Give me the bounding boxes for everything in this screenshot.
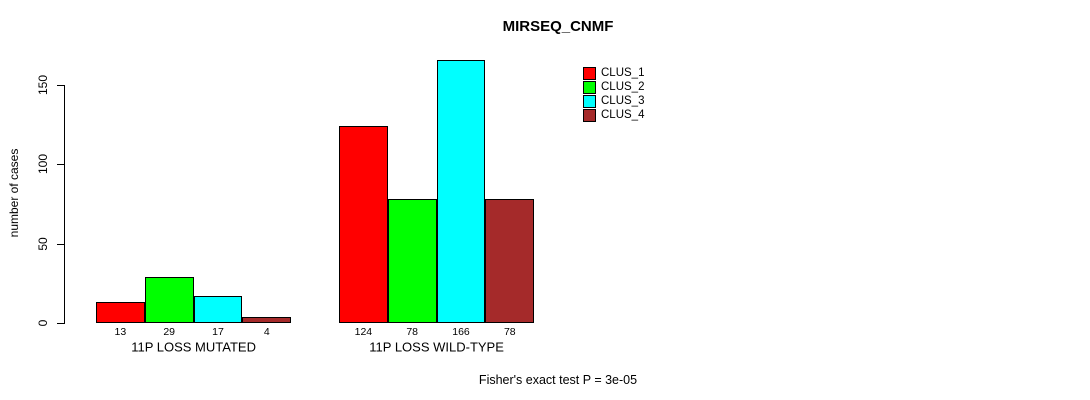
- legend-label: CLUS_3: [601, 95, 645, 107]
- fisher-test-annotation: Fisher's exact test P = 3e-05: [478, 373, 638, 387]
- y-axis-tick: [57, 164, 64, 166]
- legend: CLUS_1 CLUS_2 CLUS_3 CLUS_4: [583, 66, 644, 122]
- bar-clus_1-2: [339, 126, 388, 323]
- bar-clus_1-1: [96, 302, 145, 323]
- y-tick-label: 100: [36, 154, 50, 175]
- bar-value-label: 13: [114, 325, 127, 338]
- bar-value-label: 78: [503, 325, 516, 338]
- bar-value-label: 78: [406, 325, 419, 338]
- y-axis-tick: [57, 85, 64, 87]
- bar-clus_4-1: [242, 316, 292, 323]
- legend-label: CLUS_4: [601, 109, 645, 121]
- legend-label: CLUS_2: [601, 81, 645, 93]
- bar-value-label: 166: [452, 325, 470, 338]
- category-label: 11P LOSS MUTATED: [131, 339, 256, 355]
- bar-clus_2-1: [144, 277, 194, 323]
- legend-item: CLUS_2: [583, 80, 644, 94]
- bar-clus_3-1: [193, 296, 243, 323]
- legend-swatch-icon: [583, 80, 596, 94]
- bar-clus_2-2: [387, 199, 437, 323]
- legend-swatch-icon: [583, 108, 596, 122]
- bar-value-label: 29: [163, 325, 176, 338]
- bar-value-label: 4: [263, 325, 270, 338]
- legend-label: CLUS_1: [601, 67, 645, 79]
- y-tick-label: 50: [36, 237, 50, 251]
- bar-clus_4-2: [485, 199, 535, 323]
- legend-swatch-icon: [583, 66, 596, 80]
- legend-item: CLUS_3: [583, 94, 644, 108]
- y-axis-tick: [57, 243, 64, 245]
- legend-item: CLUS_1: [583, 66, 644, 80]
- bar-value-label: 124: [354, 325, 373, 338]
- category-label: 11P LOSS WILD-TYPE: [369, 339, 504, 355]
- y-axis-tick: [57, 323, 64, 324]
- chart-title: MIRSEQ_CNMF: [502, 18, 614, 35]
- y-tick-label: 0: [36, 319, 50, 327]
- legend-item: CLUS_4: [583, 108, 644, 122]
- bar-clus_3-2: [436, 59, 486, 323]
- y-axis-line: [64, 85, 65, 324]
- y-tick-label: 150: [36, 75, 50, 96]
- legend-swatch-icon: [583, 94, 596, 108]
- bar-value-label: 17: [212, 325, 224, 338]
